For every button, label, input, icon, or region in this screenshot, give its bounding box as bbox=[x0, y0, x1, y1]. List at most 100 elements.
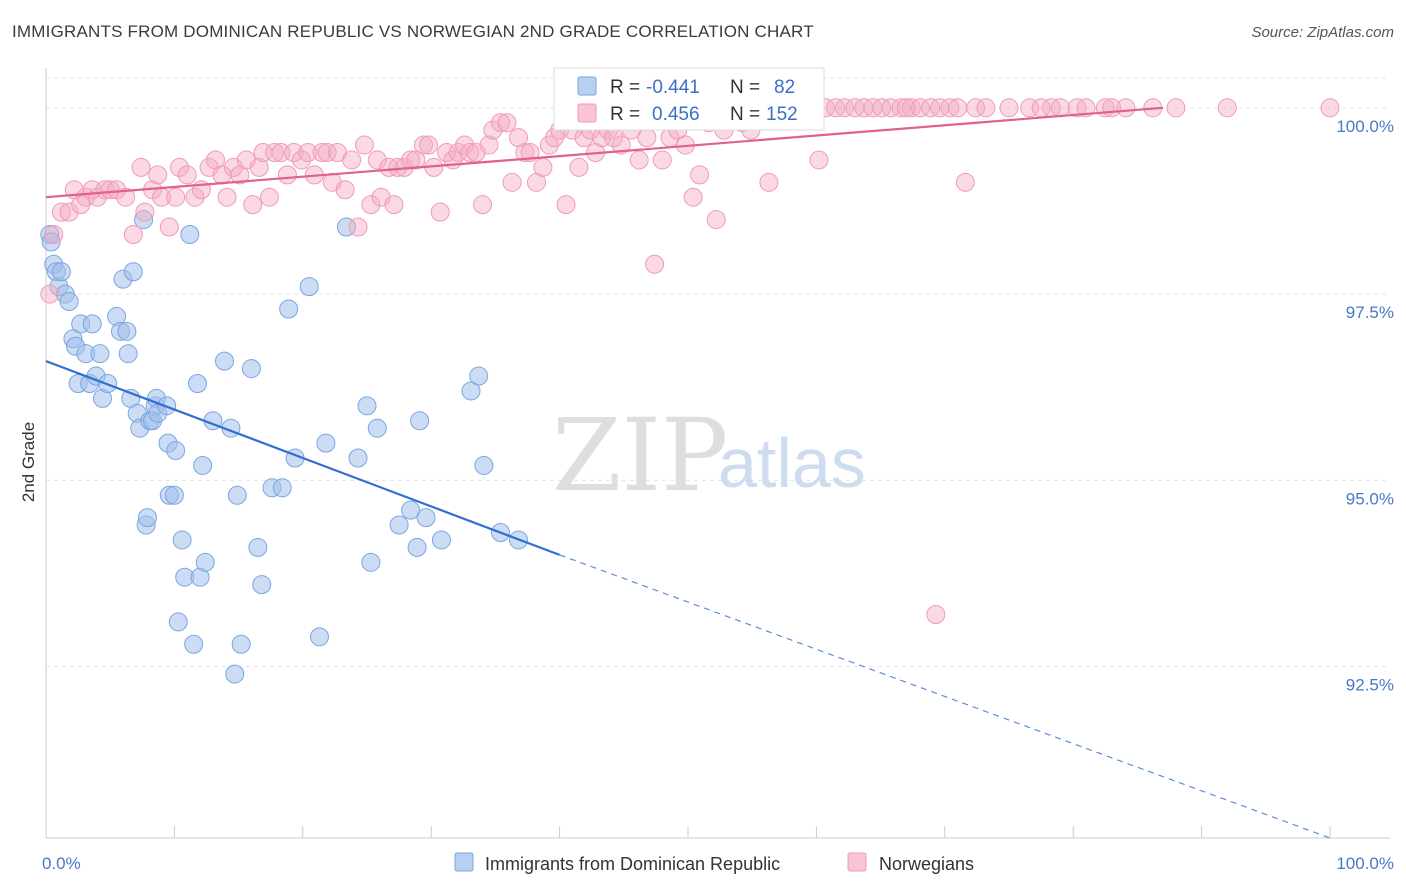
data-point bbox=[460, 143, 480, 163]
data-point bbox=[59, 292, 79, 312]
data-point bbox=[976, 98, 996, 118]
data-point bbox=[95, 180, 115, 200]
legend-bottom-label-2: Norwegians bbox=[879, 854, 974, 874]
data-point bbox=[389, 515, 409, 535]
data-point bbox=[185, 187, 205, 207]
data-point bbox=[652, 150, 672, 170]
data-point bbox=[137, 508, 157, 528]
data-point bbox=[999, 98, 1019, 118]
data-point bbox=[272, 478, 292, 498]
legend-r-value-2: 0.456 bbox=[652, 104, 700, 125]
data-point bbox=[384, 195, 404, 215]
data-point bbox=[51, 202, 71, 222]
data-point bbox=[690, 165, 710, 185]
chart-source: Source: ZipAtlas.com bbox=[1251, 24, 1394, 41]
data-point bbox=[123, 262, 143, 282]
data-point bbox=[309, 627, 329, 647]
data-point bbox=[357, 396, 377, 416]
data-point bbox=[361, 552, 381, 572]
legend-bottom-label-1: Immigrants from Dominican Republic bbox=[485, 854, 780, 874]
data-point bbox=[265, 143, 285, 163]
data-point bbox=[168, 612, 188, 632]
x-tick-label-max: 100.0% bbox=[1336, 854, 1394, 873]
data-point bbox=[317, 143, 337, 163]
legend-swatch-pink bbox=[577, 103, 597, 123]
data-point bbox=[299, 277, 319, 297]
data-point bbox=[134, 210, 154, 230]
data-point bbox=[348, 217, 368, 237]
data-point bbox=[335, 180, 355, 200]
data-point bbox=[419, 135, 439, 155]
data-point bbox=[82, 314, 102, 334]
data-point bbox=[809, 150, 829, 170]
data-point bbox=[248, 537, 268, 557]
legend-r-label-2: R = bbox=[610, 104, 640, 125]
data-point bbox=[336, 217, 356, 237]
data-point bbox=[225, 664, 245, 684]
data-point bbox=[41, 232, 61, 252]
data-point bbox=[431, 530, 451, 550]
data-point bbox=[645, 254, 665, 274]
legend-n-label-1: N = bbox=[730, 77, 760, 98]
data-point bbox=[241, 359, 261, 379]
y-tick-label: 95.0% bbox=[1346, 489, 1394, 508]
data-point bbox=[515, 143, 535, 163]
data-point bbox=[188, 373, 208, 393]
data-point bbox=[940, 98, 960, 118]
data-point bbox=[835, 98, 855, 118]
data-point bbox=[148, 165, 168, 185]
data-point bbox=[214, 351, 234, 371]
data-point bbox=[955, 172, 975, 192]
data-point bbox=[948, 98, 968, 118]
data-point bbox=[116, 187, 136, 207]
data-point bbox=[410, 411, 430, 431]
data-point bbox=[469, 366, 489, 386]
legend-bottom-swatch-pink bbox=[847, 852, 867, 872]
data-point bbox=[437, 143, 457, 163]
data-point bbox=[354, 135, 374, 155]
data-point bbox=[1020, 98, 1040, 118]
chart-title: IMMIGRANTS FROM DOMINICAN REPUBLIC VS NO… bbox=[12, 22, 814, 41]
data-point bbox=[135, 202, 155, 222]
data-point bbox=[706, 210, 726, 230]
data-point bbox=[1076, 98, 1096, 118]
legend-swatch-blue bbox=[577, 76, 597, 96]
legend-n-value-2: 152 bbox=[766, 104, 798, 125]
data-point bbox=[533, 157, 553, 177]
legend-n-value-1: 82 bbox=[774, 77, 795, 98]
data-point bbox=[100, 180, 120, 200]
data-point bbox=[166, 441, 186, 461]
data-point bbox=[966, 98, 986, 118]
data-point bbox=[279, 299, 299, 319]
data-point bbox=[90, 344, 110, 364]
data-point bbox=[569, 157, 589, 177]
data-point bbox=[180, 224, 200, 244]
trend-line-dominican-extension bbox=[559, 554, 1331, 839]
trend-lines bbox=[45, 106, 1331, 839]
data-point bbox=[164, 485, 184, 505]
data-point bbox=[683, 187, 703, 207]
data-point bbox=[361, 195, 381, 215]
data-point bbox=[891, 98, 911, 118]
y-axis-label: 2nd Grade bbox=[19, 422, 38, 502]
data-point bbox=[312, 143, 332, 163]
data-point bbox=[1320, 98, 1340, 118]
data-point bbox=[284, 143, 304, 163]
legend-n-label-2: N = bbox=[730, 104, 760, 125]
data-point bbox=[348, 448, 368, 468]
data-point bbox=[1031, 98, 1051, 118]
data-point bbox=[277, 165, 297, 185]
data-point bbox=[474, 455, 494, 475]
data-point bbox=[177, 165, 197, 185]
data-point bbox=[249, 157, 269, 177]
watermark-zip: ZIP bbox=[552, 397, 728, 514]
data-point bbox=[292, 150, 312, 170]
legend-bottom: Immigrants from Dominican Republic Norwe… bbox=[454, 852, 974, 874]
data-point bbox=[1217, 98, 1237, 118]
data-point bbox=[259, 187, 279, 207]
data-point bbox=[926, 604, 946, 624]
data-point bbox=[298, 143, 318, 163]
data-point bbox=[401, 500, 421, 520]
x-tick-label-min: 0.0% bbox=[42, 854, 81, 873]
